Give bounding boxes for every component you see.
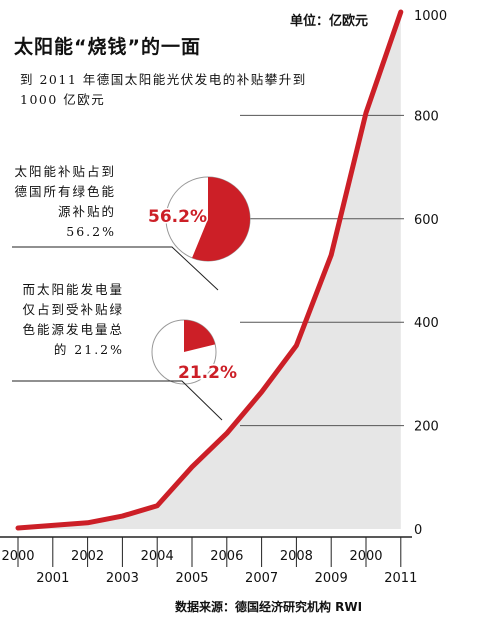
- chart-title: 太阳能“烧钱”的一面: [14, 36, 201, 58]
- data-point: [398, 10, 403, 14]
- y-tick-label: 400: [414, 316, 439, 331]
- pie-slice: [192, 177, 250, 261]
- unit-label: 单位：亿欧元: [290, 14, 369, 29]
- data-point: [294, 343, 299, 348]
- chart-subtitle: 到 2011 年德国太阳能光伏发电的补贴攀升到 1000 亿欧元: [20, 72, 307, 107]
- x-tick-label: 2001: [36, 571, 69, 586]
- data-point: [85, 520, 90, 525]
- series-line: [15, 9, 404, 531]
- source-note: 数据来源：德国经济研究机构 RWI: [175, 600, 363, 614]
- pie-slice: [184, 320, 216, 352]
- data-point: [190, 464, 194, 469]
- y-tick-label: 600: [414, 213, 439, 228]
- pie-slice-label: 21.2%: [178, 363, 237, 383]
- x-tick-label: 2007: [245, 571, 278, 586]
- annotation-generation-share: 而太阳能发电量仅占到受补贴绿色能源发电量总的 21.2%: [22, 282, 124, 357]
- data-point: [120, 514, 125, 519]
- data-point: [155, 503, 160, 508]
- y-tick-label: 800: [414, 109, 439, 124]
- leader-line: [12, 380, 223, 421]
- y-tick-label: 200: [414, 420, 439, 435]
- x-tick-label: 2011: [384, 571, 417, 586]
- x-tick-label: 2008: [280, 549, 313, 564]
- data-point: [259, 389, 264, 394]
- data-point: [364, 110, 368, 115]
- x-tick-label: 2006: [210, 549, 243, 564]
- x-tick-label: 2000: [1, 549, 34, 564]
- x-tick-label: 2002: [71, 549, 104, 564]
- pie-chart-generation-share: 21.2%: [12, 319, 238, 421]
- x-tick-label: 2009: [315, 571, 348, 586]
- pie-slice-label: 56.2%: [148, 207, 207, 227]
- x-tick-label: 2003: [106, 571, 139, 586]
- data-point: [50, 523, 55, 528]
- data-point: [329, 252, 334, 257]
- x-tick-label: 2004: [141, 549, 174, 564]
- annotation-green-subsidy-share: 太阳能补贴占到德国所有绿色能源补贴的 56.2%: [14, 164, 116, 239]
- x-tick-label: 2005: [175, 571, 208, 586]
- area-fill: [18, 12, 401, 529]
- y-tick-label: 0: [414, 523, 422, 538]
- leader-line: [12, 246, 219, 291]
- pie-chart-green-subsidy-share: 56.2%: [12, 176, 251, 291]
- y-tick-label: 1000: [414, 9, 447, 24]
- data-point: [224, 431, 229, 436]
- data-point: [16, 525, 20, 530]
- x-tick-label: 2000: [349, 549, 382, 564]
